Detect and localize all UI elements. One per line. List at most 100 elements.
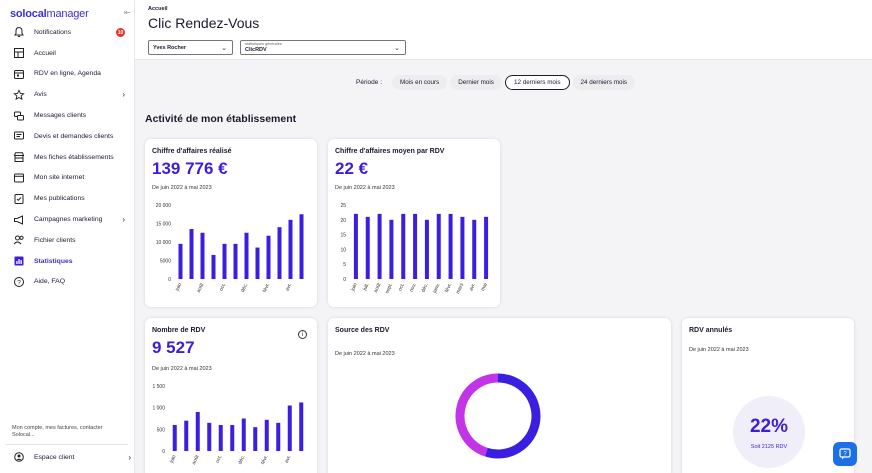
sidebar-item-notifications[interactable]: Notifications 10	[0, 22, 135, 43]
sidebar-item-mes-publications[interactable]: Mes publications	[0, 188, 135, 209]
x-tick-label: déc.	[237, 454, 246, 465]
y-tick-label: 20 000	[156, 203, 172, 209]
x-tick-label: avr.	[284, 454, 293, 464]
website-icon	[13, 172, 25, 184]
bar-août	[377, 213, 382, 279]
rdv-source-donut-chart	[455, 373, 541, 459]
bar-oct.	[401, 213, 406, 279]
bar-avr.	[472, 219, 477, 279]
sidebar-item-mes-fiches-etablissements[interactable]: Mes fiches établissements	[0, 147, 135, 168]
period-last-month-button[interactable]: Dernier mois	[450, 75, 502, 90]
chevron-right-icon: ›	[128, 452, 131, 462]
page-title: Clic Rendez-Vous	[148, 15, 260, 31]
cancel-rate-circle: 22% Soit 2125 RDV	[733, 396, 805, 468]
sidebar-item-label: Notifications	[34, 28, 72, 36]
y-tick-label: 5000	[160, 259, 171, 265]
bar-mars	[276, 422, 281, 451]
sidebar-item-aide-faq[interactable]: ? Aide, FAQ	[0, 272, 135, 293]
card-period: De juin 2022 à mai 2023	[335, 185, 395, 191]
period-12-months-button[interactable]: 12 derniers mois	[504, 75, 570, 90]
quote-icon	[13, 130, 25, 142]
help-chat-button[interactable]: ?	[833, 442, 857, 466]
sidebar-item-label: Campagnes marketing	[34, 216, 103, 224]
sidebar-item-fichier-clients[interactable]: Fichier clients	[0, 230, 135, 251]
y-tick-label: 0	[168, 277, 171, 283]
sidebar-item-statistiques[interactable]: Statistiques	[0, 251, 135, 272]
publication-icon	[13, 193, 25, 205]
calendar-icon	[13, 68, 25, 80]
x-tick-label: avr.	[468, 282, 477, 292]
x-tick-label: févr.	[260, 454, 269, 465]
bar-juin	[172, 425, 177, 451]
y-tick-label: 500	[157, 427, 166, 433]
bar-janv.	[255, 247, 260, 279]
x-tick-label: juin	[350, 282, 359, 293]
rdv-source-card: Source des RDV De juin 2022 à mai 2023	[328, 318, 671, 473]
revenue-card: Chiffre d'affaires réalisé 139 776 € De …	[145, 139, 317, 307]
card-title: Nombre de RDV	[152, 327, 206, 334]
avg-revenue-value: 22 €	[335, 159, 369, 178]
sidebar-item-accueil[interactable]: Accueil	[0, 43, 135, 64]
x-tick-label: déc.	[240, 282, 249, 293]
bar-avr.	[287, 405, 292, 451]
x-tick-label: août	[373, 282, 383, 294]
bar-mai	[299, 214, 304, 279]
bar-avr.	[288, 219, 293, 279]
breadcrumb[interactable]: Accueil	[148, 6, 168, 12]
sidebar-item-rdv-en-ligne-agenda[interactable]: RDV en ligne, Agenda	[0, 64, 135, 85]
bar-févr.	[264, 419, 269, 451]
info-icon[interactable]: i	[298, 330, 307, 339]
solocal-logo[interactable]: solocalmanager	[10, 8, 89, 20]
section-title: Activité de mon établissement	[145, 113, 297, 125]
collapse-sidebar-icon[interactable]: ⇤	[124, 8, 131, 17]
bar-janv.	[436, 213, 441, 279]
x-tick-label: août	[191, 454, 201, 466]
espace-client-label: Espace client	[34, 453, 75, 461]
y-tick-label: 1 500	[152, 384, 165, 390]
card-period: De juin 2022 à mai 2023	[335, 351, 395, 357]
y-tick-label: 10 000	[156, 240, 172, 246]
x-tick-label: juin	[174, 282, 183, 293]
sidebar-item-avis[interactable]: Avis ›	[0, 84, 135, 105]
espace-client-button[interactable]: Espace client ›	[13, 452, 131, 462]
users-icon	[13, 234, 25, 246]
x-tick-label: mars	[455, 282, 465, 295]
sidebar-item-mon-site-internet[interactable]: Mon site internet	[0, 168, 135, 189]
divider	[6, 444, 128, 445]
y-tick-label: 1 000	[152, 406, 165, 412]
sidebar-item-campagnes-marketing[interactable]: Campagnes marketing ›	[0, 209, 135, 230]
card-title: Chiffre d'affaires moyen par RDV	[335, 148, 445, 155]
x-tick-label: juil.	[362, 282, 371, 292]
account-hint: Mon compte, mes factures, contacter Solo…	[12, 425, 103, 438]
sidebar-nav: Notifications 10 Accueil RDV en ligne, Agen…	[0, 22, 135, 292]
x-tick-label: févr.	[262, 282, 271, 293]
period-24-months-button[interactable]: 24 derniers mois	[572, 75, 636, 90]
revenue-value: 139 776 €	[152, 159, 228, 178]
card-period: De juin 2022 à mai 2023	[152, 366, 212, 372]
establishment-select-value: Yves Rocher	[153, 45, 187, 51]
avg-revenue-card: Chiffre d'affaires moyen par RDV 22 € De…	[328, 139, 500, 307]
bar-févr.	[448, 213, 453, 279]
sidebar-item-messages-clients[interactable]: Messages clients	[0, 105, 135, 126]
sidebar-item-label: Mes publications	[34, 195, 85, 203]
user-circle-icon	[13, 452, 25, 462]
store-icon	[13, 151, 25, 163]
notification-count-badge: 10	[116, 28, 125, 37]
y-tick-label: 25	[340, 203, 346, 209]
chevron-down-icon: ⌄	[221, 45, 227, 52]
stats-select[interactable]: statistiques générales ClicRDV ⌄	[240, 40, 406, 55]
period-current-month-button[interactable]: Mois en cours	[392, 75, 448, 90]
sidebar-item-devis-et-demandes-clients[interactable]: Devis et demandes clients	[0, 126, 135, 147]
card-title: RDV annulés	[689, 327, 733, 334]
bar-mars	[460, 216, 465, 279]
card-period: De juin 2022 à mai 2023	[152, 185, 212, 191]
y-tick-label: 0	[162, 449, 165, 455]
bar-août	[195, 412, 200, 451]
rdv-count-bar-chart: 0 500 1 000 1 500 juin août oct. déc. févr. avr.	[152, 384, 304, 466]
bell-icon	[13, 26, 25, 38]
sidebar-item-label: Messages clients	[34, 112, 87, 120]
bar-juil.	[189, 229, 194, 279]
establishment-select[interactable]: Yves Rocher ⌄	[148, 40, 233, 55]
bar-sept.	[389, 219, 394, 279]
bar-juin	[353, 213, 358, 279]
